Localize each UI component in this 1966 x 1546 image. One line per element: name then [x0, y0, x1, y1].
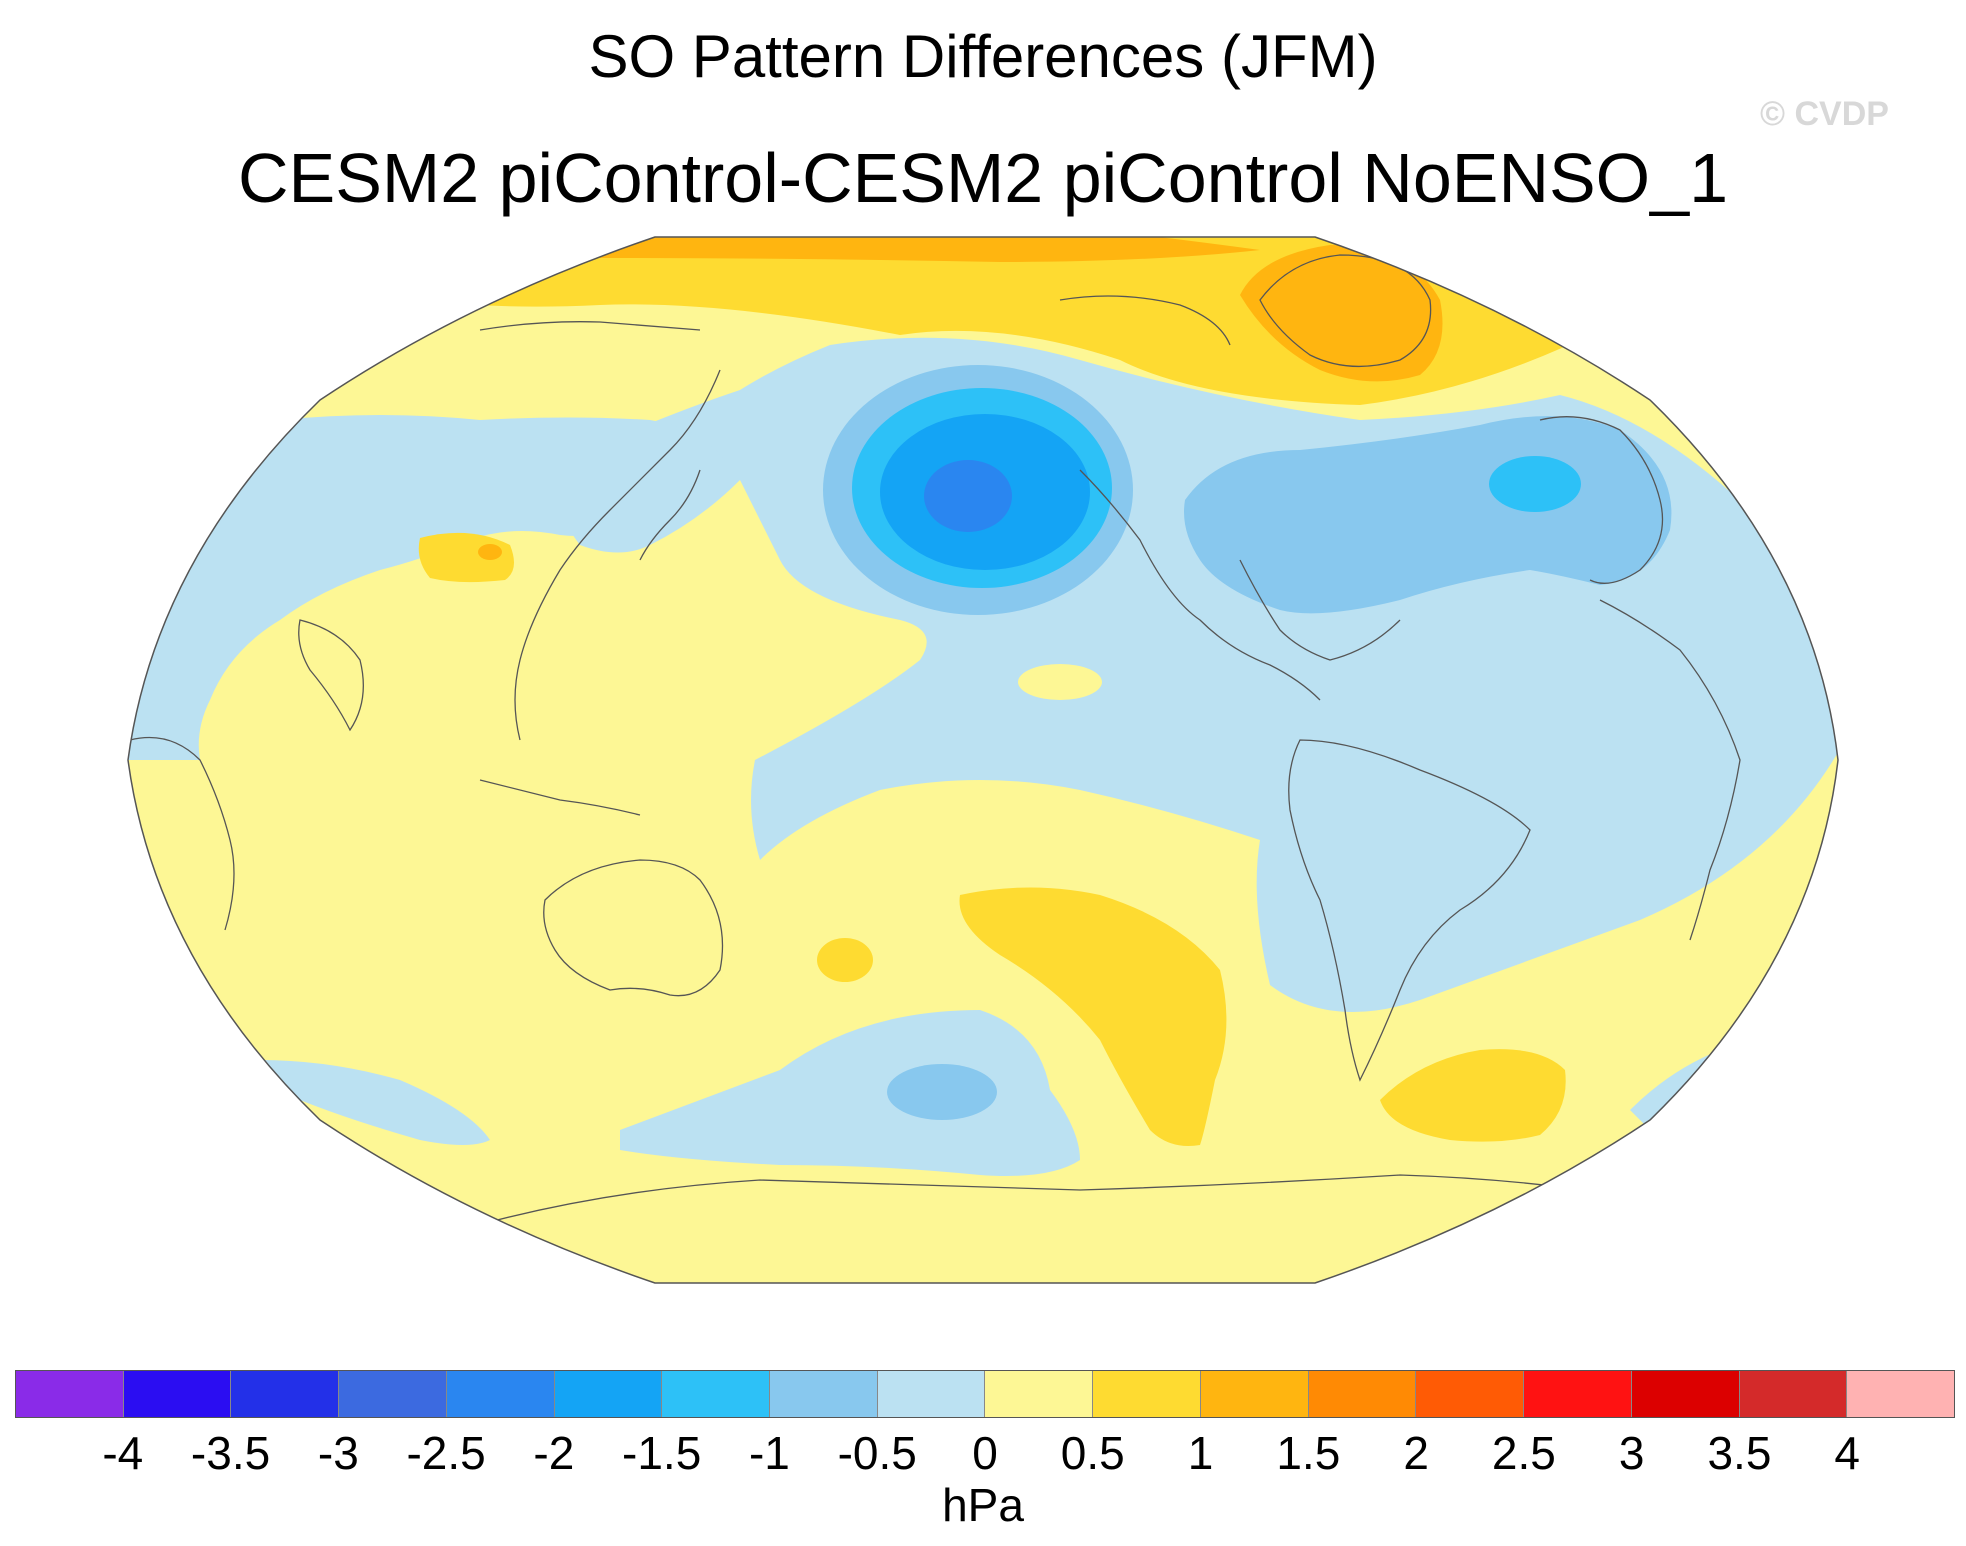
colorbar-swatch [123, 1371, 232, 1417]
colorbar-units: hPa [942, 1479, 1024, 1531]
colorbar-swatch [231, 1371, 340, 1417]
colorbar-tick-label: 1.5 [1276, 1427, 1341, 1479]
colorbar-swatch [446, 1371, 555, 1417]
anomaly-arctic-strip-positive [590, 237, 1260, 262]
colorbar-swatch [770, 1371, 878, 1417]
colorbar-tick-label: -2.5 [406, 1427, 486, 1479]
colorbar-swatch [1847, 1371, 1954, 1417]
colorbar-swatch [339, 1371, 447, 1417]
anomaly-aleutian-minus-2-5 [924, 460, 1012, 532]
colorbar-swatch [16, 1371, 124, 1417]
colorbar-swatch [1739, 1371, 1848, 1417]
anomaly-tibet-positive-core [478, 544, 502, 560]
colorbar-tick-label: -4 [102, 1427, 144, 1479]
colorbar-swatch [1093, 1371, 1201, 1417]
colorbar-tick-label: 1 [1187, 1427, 1214, 1479]
anomaly-south-pacific-positive [959, 887, 1227, 1146]
anomaly-greenland-positive [1240, 245, 1443, 382]
colorbar-tick-label: -3.5 [190, 1427, 271, 1479]
colorbar-tick-label: -1 [748, 1427, 790, 1479]
anomaly-asia-negative [128, 415, 730, 760]
plot-title: SO Pattern Differences (JFM) [588, 23, 1378, 90]
anomaly-new-zealand-positive [817, 938, 873, 982]
colorbar-tick-label: 0.5 [1060, 1427, 1125, 1479]
colorbar-tick-label: -0.5 [837, 1427, 917, 1479]
cvdp-watermark: © CVDP [1760, 95, 1889, 133]
colorbar-swatch [877, 1371, 986, 1417]
anomaly-south-pacific-highlat-negative [620, 1010, 1080, 1176]
colorbar-swatch [1631, 1371, 1740, 1417]
colorbar-tick-label: 2.5 [1491, 1427, 1556, 1479]
anomaly-south-pacific-minus-1 [887, 1064, 997, 1120]
anomaly-north-atlantic-minus-1-5 [1489, 456, 1581, 512]
colorbar-swatch [1200, 1371, 1309, 1417]
colorbar-tick-label: 4 [1834, 1427, 1861, 1479]
coastlines [129, 254, 1741, 1231]
colorbar-tick-label: -2 [533, 1427, 575, 1479]
anomaly-south-atlantic-positive [1380, 1049, 1566, 1142]
anomaly-south-indian-negative [260, 1060, 490, 1145]
colorbar-swatch [985, 1371, 1094, 1417]
plot-subtitle: CESM2 piControl-CESM2 piControl NoENSO_1 [238, 139, 1728, 217]
colorbar [15, 1370, 1955, 1418]
colorbar-tick-label: -1.5 [622, 1427, 702, 1479]
colorbar-tick-label: 3.5 [1707, 1427, 1772, 1479]
map-outline [127, 236, 1839, 1284]
map-fill-layer [128, 237, 1838, 1283]
colorbar-tick-label: 0 [972, 1427, 998, 1479]
colorbar-swatch [1308, 1371, 1417, 1417]
colorbar-tick-label: 3 [1618, 1427, 1645, 1479]
colorbar-tick-label: -3 [317, 1427, 359, 1479]
colorbar-swatch [1524, 1371, 1632, 1417]
colorbar-tick-label: 2 [1403, 1427, 1429, 1479]
colorbar-swatch [662, 1371, 771, 1417]
colorbar-swatch [554, 1371, 663, 1417]
colorbar-swatch [1416, 1371, 1525, 1417]
anomaly-east-pacific-positive [1018, 664, 1102, 700]
colorbar-tick-labels: -4 -3.5 -3 -2.5 -2 -1.5 -1 -0.5 0 0.5 1 1.5 2 2.5 3 3.5… [0, 1426, 1966, 1486]
